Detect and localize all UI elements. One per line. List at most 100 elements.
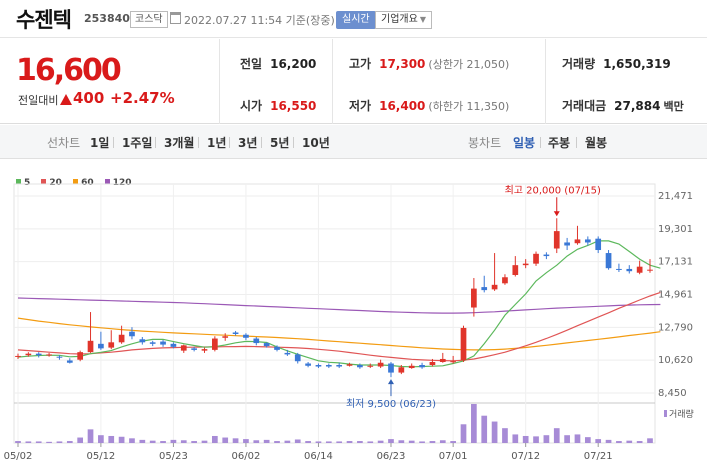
divider — [155, 137, 156, 148]
volume-legend-swatch — [664, 410, 667, 417]
period-daily[interactable]: 일봉 — [513, 136, 536, 150]
x-tick-label: 05/23 — [159, 451, 188, 462]
candle-body — [118, 334, 125, 343]
volume-bar — [626, 440, 633, 443]
volume-bar — [605, 439, 612, 443]
prev-close-label: 전일 — [240, 57, 263, 71]
volume-bar — [305, 441, 311, 443]
legend-ma60-label: 60 — [81, 178, 94, 188]
candle-body — [294, 354, 301, 362]
candle-body — [450, 361, 456, 363]
period-1y[interactable]: 1년 — [207, 136, 227, 150]
volume-bar — [398, 440, 405, 443]
candle-body — [512, 265, 519, 275]
volume-bar — [429, 441, 436, 443]
volume-bar — [419, 441, 425, 443]
period-1w[interactable]: 1주일 — [122, 136, 153, 150]
candle-body — [377, 362, 384, 367]
y-tick-label: 12,790 — [658, 322, 693, 333]
period-3y[interactable]: 3년 — [238, 136, 258, 150]
legend-ma20: 20 — [41, 178, 62, 188]
candle-body — [15, 355, 21, 357]
volume-bar — [263, 439, 270, 443]
chart-frame — [13, 183, 656, 444]
candle-body — [388, 363, 394, 373]
candle-body — [212, 338, 218, 350]
candle-body — [46, 354, 52, 356]
volume-bar — [325, 441, 332, 443]
price-diff: 400 — [73, 89, 105, 107]
candle-body — [201, 349, 208, 351]
volume-bar — [636, 441, 643, 443]
candle-body — [367, 365, 374, 367]
volume-bar — [315, 441, 322, 443]
volume-bar — [377, 440, 384, 443]
stock-name: 수젠텍 — [16, 8, 72, 32]
divider — [113, 137, 114, 148]
candle-body — [626, 268, 633, 272]
candle-body — [481, 287, 488, 291]
current-price-panel: 16,600 전일대비 400 +2.47% — [0, 39, 220, 124]
x-tick-label: 06/14 — [304, 451, 333, 462]
candle-body — [25, 353, 32, 356]
period-weekly[interactable]: 주봉 — [548, 136, 571, 150]
x-tick-label: 07/12 — [511, 451, 540, 462]
volume-bar — [553, 428, 560, 443]
chart-canvas[interactable]: 21,471 19,301 17,131 14,961 12,790 10,620 8,45… — [0, 160, 707, 473]
period-3m[interactable]: 3개월 — [164, 136, 195, 150]
amount-value: 27,884 — [614, 99, 661, 113]
candle-body — [305, 363, 311, 366]
candle-body — [232, 332, 239, 334]
legend-ma5: 5 — [16, 178, 30, 188]
volume-bar — [139, 439, 146, 443]
low-arrow-icon — [387, 379, 394, 385]
volume-bar — [98, 435, 104, 443]
volume-bar — [180, 440, 187, 443]
period-monthly[interactable]: 월봉 — [585, 136, 608, 150]
volume-bar — [564, 435, 570, 443]
candle-body — [584, 239, 591, 243]
price-chart: 5 20 60 120 21,471 19,301 17,131 14,961 12,7… — [0, 160, 707, 473]
candle-body — [595, 238, 602, 251]
high-label: 고가 — [349, 57, 372, 71]
volume-bar — [170, 439, 177, 443]
volume-bar — [77, 437, 84, 443]
candle-body — [398, 367, 405, 373]
candle-body — [346, 364, 353, 366]
candle-body — [191, 348, 197, 350]
volume-bar — [253, 440, 260, 443]
candle-body — [357, 365, 363, 368]
legend-ma120: 120 — [104, 178, 132, 188]
candle-body — [253, 338, 260, 344]
chevron-down-icon: ▼ — [419, 15, 426, 24]
high-value: 17,300 — [379, 57, 426, 71]
volume-bar — [108, 435, 115, 443]
period-5y[interactable]: 5년 — [270, 136, 290, 150]
x-tick-label: 07/21 — [584, 451, 613, 462]
company-info-dropdown[interactable]: 기업개요 ▼ — [375, 11, 432, 29]
amount-label: 거래대금 — [562, 99, 607, 113]
candle-body — [139, 339, 146, 343]
divider — [198, 137, 199, 148]
chart-period-bar: 선차트 1일 1주일 3개월 1년 3년 5년 10년 봉차트 일봉 주봉 월봉 — [0, 125, 707, 159]
volume-bar — [533, 436, 539, 443]
ma20-line — [17, 291, 661, 362]
volume-bar — [481, 415, 488, 443]
period-10y[interactable]: 10년 — [302, 136, 330, 150]
volume-bar — [647, 438, 653, 443]
candle-body — [543, 254, 550, 257]
high-annotation: 최고 20,000 (07/15) — [505, 184, 601, 196]
legend-ma120-label: 120 — [112, 178, 132, 188]
realtime-button[interactable]: 실시간 — [336, 11, 376, 29]
prev-close-value: 16,200 — [270, 57, 317, 71]
candle-body — [605, 253, 612, 269]
company-info-label: 기업개요 — [381, 14, 418, 25]
candle-body — [553, 231, 560, 249]
upper-limit: (상한가 21,050) — [428, 58, 510, 71]
period-1d[interactable]: 1일 — [90, 136, 110, 150]
candle-body — [66, 360, 73, 363]
volume-bar — [160, 441, 166, 443]
candle-body — [243, 334, 249, 338]
volume-bar — [56, 441, 63, 443]
x-tick-label: 06/02 — [232, 451, 261, 462]
